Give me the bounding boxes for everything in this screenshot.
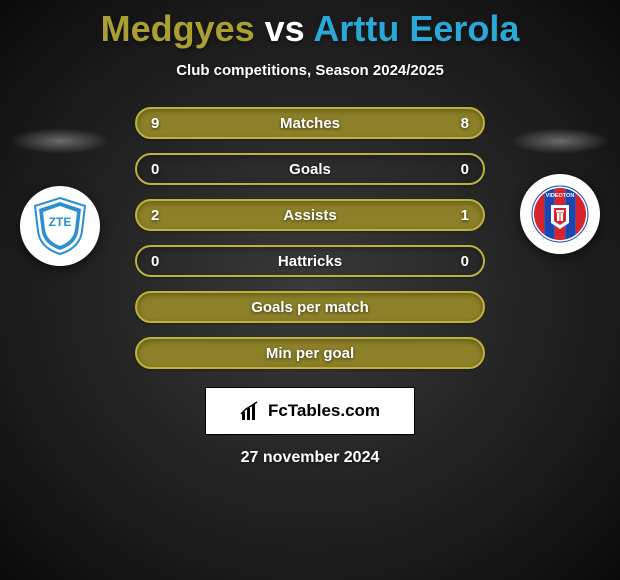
date-text: 27 november 2024	[0, 449, 620, 467]
club-logo-left: ZTE	[20, 186, 100, 266]
videoton-crest-icon: VIDEOTON	[531, 185, 589, 243]
stat-left-value: 2	[151, 207, 159, 224]
stat-row-goals: 0 Goals 0	[135, 153, 485, 185]
stat-label: Matches	[280, 115, 340, 132]
stat-right-value: 8	[461, 115, 469, 132]
comparison-title: Medgyes vs Arttu Eerola	[0, 0, 620, 50]
player-shadow-left	[10, 128, 110, 154]
stat-row-min-per-goal: Min per goal	[135, 337, 485, 369]
player-shadow-right	[510, 128, 610, 154]
svg-text:ZTE: ZTE	[49, 215, 72, 229]
stat-label: Hattricks	[278, 253, 342, 270]
stat-left-value: 0	[151, 253, 159, 270]
stats-container: 9 Matches 8 0 Goals 0 2 Assists 1 0 Hatt…	[135, 107, 485, 369]
club-logo-right: VIDEOTON	[520, 174, 600, 254]
stat-label: Goals per match	[251, 299, 369, 316]
stat-right-value: 1	[461, 207, 469, 224]
banner-text: FcTables.com	[268, 401, 380, 421]
stat-row-assists: 2 Assists 1	[135, 199, 485, 231]
svg-text:VIDEOTON: VIDEOTON	[546, 193, 575, 199]
stat-label: Min per goal	[266, 345, 354, 362]
stat-row-hattricks: 0 Hattricks 0	[135, 245, 485, 277]
stat-label: Goals	[289, 161, 331, 178]
stat-left-value: 0	[151, 161, 159, 178]
stat-left-value: 9	[151, 115, 159, 132]
stat-label: Assists	[283, 207, 336, 224]
stat-right-value: 0	[461, 161, 469, 178]
stat-row-goals-per-match: Goals per match	[135, 291, 485, 323]
stat-row-matches: 9 Matches 8	[135, 107, 485, 139]
chart-icon	[240, 400, 262, 422]
vs-separator: vs	[255, 8, 314, 49]
subtitle: Club competitions, Season 2024/2025	[0, 62, 620, 79]
stat-right-value: 0	[461, 253, 469, 270]
fctables-banner[interactable]: FcTables.com	[205, 387, 415, 435]
zte-crest-icon: ZTE	[30, 196, 90, 256]
player2-name: Arttu Eerola	[313, 8, 519, 49]
player1-name: Medgyes	[101, 8, 255, 49]
